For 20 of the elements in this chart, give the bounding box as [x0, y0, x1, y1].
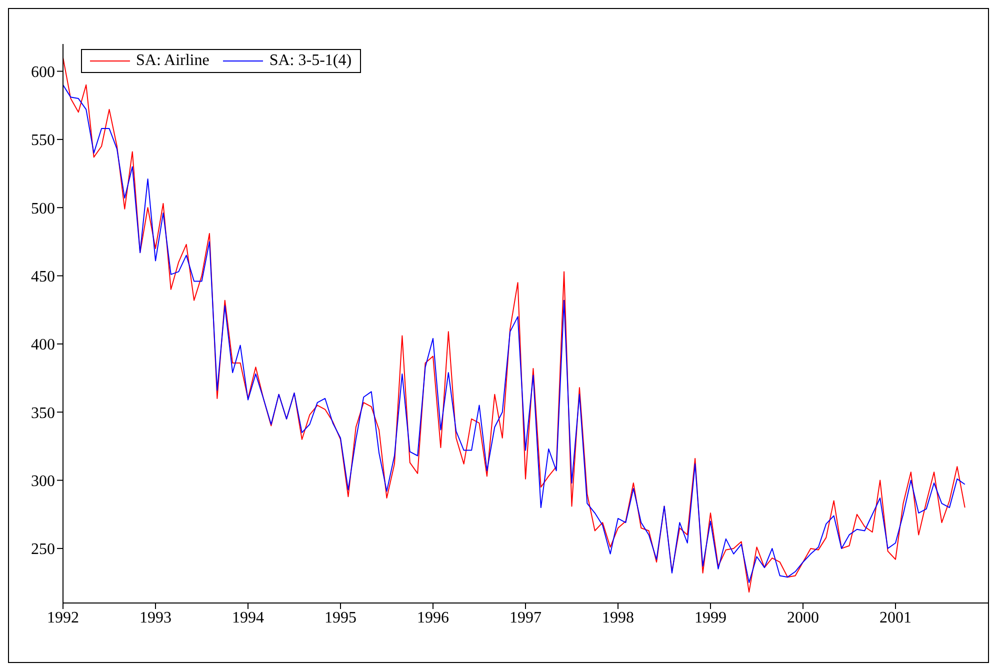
y-tick-label: 500	[31, 200, 55, 218]
x-tick-label: 1999	[694, 609, 726, 626]
x-tick-label: 2000	[787, 609, 819, 626]
y-tick-label: 300	[31, 472, 55, 490]
x-tick-label: 1994	[232, 609, 264, 626]
x-tick-label: 1992	[47, 609, 79, 626]
y-tick-label: 400	[31, 336, 55, 354]
legend-label: SA: 3-5-1(4)	[269, 52, 352, 70]
y-tick-label: 550	[31, 132, 55, 150]
x-tick-label: 1997	[510, 609, 542, 626]
x-tick-label: 1995	[324, 609, 356, 626]
y-tick-label: 450	[31, 268, 55, 286]
x-tick-label: 1996	[417, 609, 449, 626]
x-tick-label: 1998	[602, 609, 634, 626]
legend-label: SA: Airline	[136, 52, 210, 70]
y-tick-label: 250	[31, 541, 55, 558]
x-tick-label: 2001	[880, 609, 912, 626]
x-tick-label: 1993	[140, 609, 172, 626]
y-tick-label: 600	[31, 64, 55, 81]
y-tick-label: 350	[31, 404, 55, 422]
